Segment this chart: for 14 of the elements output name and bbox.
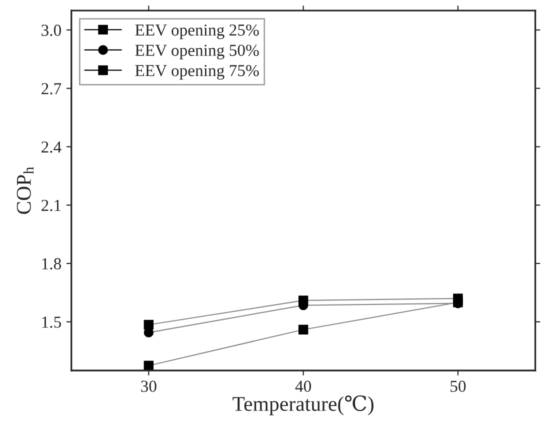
x-tick-label: 40 (295, 380, 312, 392)
y-tick-label: 1.8 (42, 258, 62, 270)
legend-label: EEV opening 50% (135, 44, 259, 60)
y-tick-label: 2.1 (42, 200, 61, 212)
y-tick-label: 3.0 (42, 24, 62, 36)
y-tick-label: 2.4 (42, 141, 62, 153)
y-tick-label: 1.5 (42, 316, 61, 328)
y-tick-label: 2.7 (42, 83, 62, 94)
legend-label: EEV opening 75% (135, 64, 259, 80)
x-axis-title: Temperature(℃) (232, 395, 374, 416)
y-axis-title: COP$_{h}$ (16, 166, 34, 214)
x-tick-label: 50 (450, 380, 466, 392)
x-tick-label: 30 (141, 380, 156, 392)
legend-label: EEV opening 25% (135, 24, 259, 40)
